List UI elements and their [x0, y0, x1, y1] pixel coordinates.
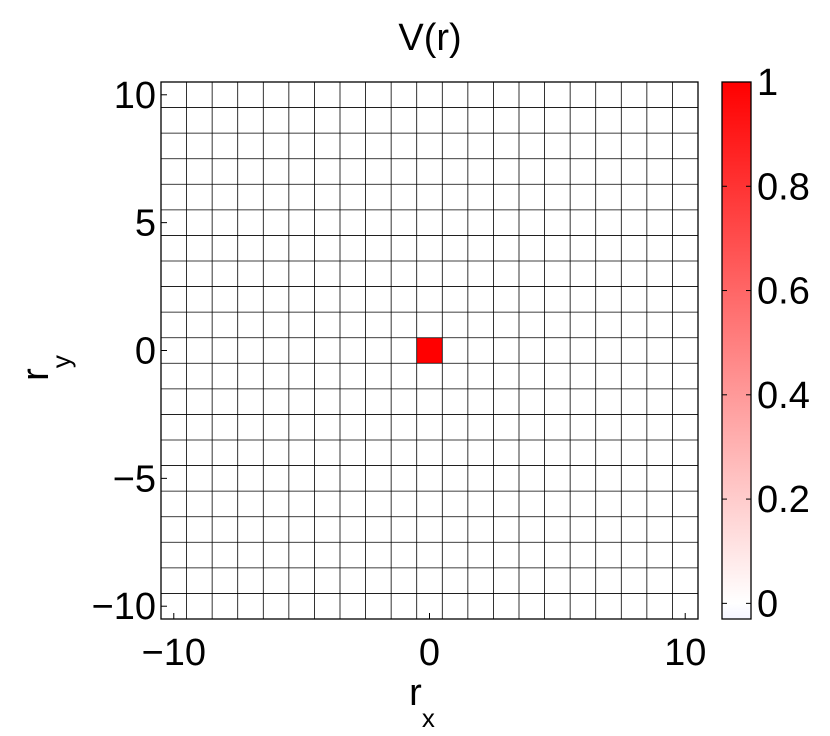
x-tick-label: −10	[142, 632, 206, 674]
colorbar-tick-label: 0.6	[757, 271, 810, 313]
y-axis-label: ry	[15, 355, 76, 381]
colorbar-tick-label: 0.8	[757, 166, 810, 208]
y-tick-label: 5	[135, 203, 156, 245]
y-axis-label-sub: y	[46, 355, 76, 368]
y-tick-label: 10	[114, 75, 156, 117]
y-tick-label: −10	[92, 586, 156, 628]
x-axis-label-main: r	[409, 672, 422, 714]
x-axis-label: rx	[409, 672, 435, 733]
x-axis-ticks: −10 0 10	[142, 613, 706, 674]
y-tick-label: 0	[135, 331, 156, 373]
colorbar	[721, 81, 752, 620]
y-axis-label-main: r	[15, 368, 57, 381]
chart-title: V(r)	[398, 17, 461, 59]
colorbar-tick-label: 0.2	[757, 479, 810, 521]
colorbar-ticks: 1 0.8 0.6 0.4 0.2 0	[722, 62, 810, 625]
x-tick-label: 0	[419, 632, 440, 674]
x-axis-label-sub: x	[422, 703, 435, 733]
heatmap-cell	[416, 337, 443, 364]
heatmap-grid	[161, 82, 698, 619]
y-axis-ticks: 10 5 0 −5 −10	[92, 75, 167, 628]
y-tick-label: −5	[113, 458, 156, 500]
x-tick-label: 10	[664, 632, 706, 674]
colorbar-tick-label: 1	[757, 62, 778, 104]
colorbar-tick-label: 0.4	[757, 375, 810, 417]
heatmap-cells	[161, 82, 698, 619]
colorbar-tick-label: 0	[757, 583, 778, 625]
